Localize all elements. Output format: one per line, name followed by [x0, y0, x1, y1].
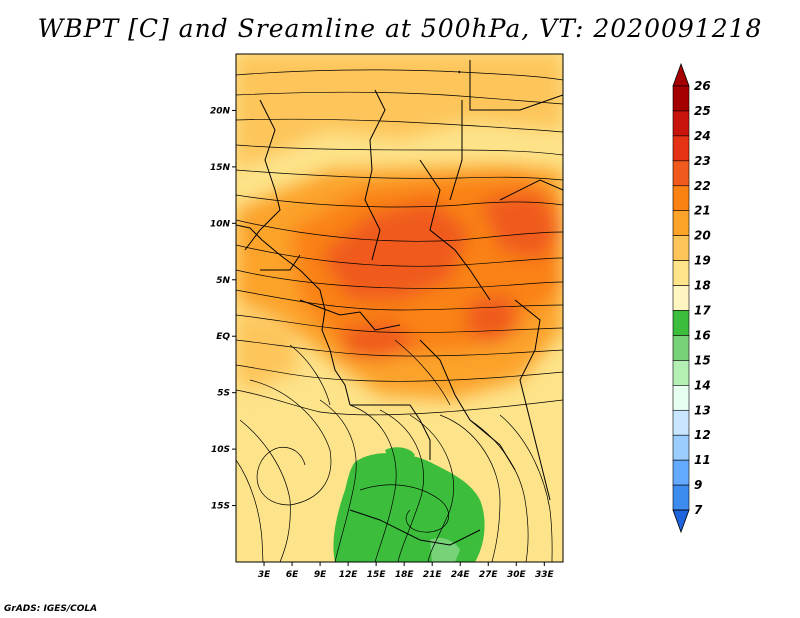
- colorbar-swatch: [672, 484, 690, 511]
- colorbar-label: 18: [694, 279, 711, 293]
- colorbar-label: 19: [694, 254, 711, 268]
- colorbar-label: 17: [694, 304, 711, 318]
- colorbar-swatch: [672, 185, 690, 212]
- colorbar-max-arrow: [672, 62, 690, 87]
- colorbar-min-arrow: [672, 509, 690, 534]
- lat-tick-label: 5N: [216, 276, 230, 286]
- colorbar-label: 15: [694, 353, 711, 367]
- streamlines: [236, 69, 563, 562]
- colorbar-swatch: [672, 434, 690, 461]
- lat-tick-label: 10S: [211, 445, 230, 455]
- colorbar-swatch: [672, 360, 690, 386]
- lat-tick-label: 10N: [210, 219, 231, 229]
- lon-tick-label: 6E: [286, 570, 299, 580]
- colorbar-swatch: [672, 235, 690, 261]
- lon-tick-label: 18E: [395, 570, 415, 580]
- lat-tick-label: 15N: [210, 163, 231, 173]
- map-frame: [235, 53, 564, 563]
- colorbar-label: 20: [694, 229, 711, 243]
- colorbar-swatch: [672, 110, 690, 137]
- colorbar-swatch: [672, 210, 690, 236]
- lon-tick-label: 12E: [339, 570, 359, 580]
- colorbar-swatch: [672, 310, 690, 336]
- colorbar-label: 12: [694, 428, 711, 442]
- colorbar-label: 13: [694, 403, 711, 417]
- longitude-axis: 3E 6E 9E 12E 15E 18E 21E 24E 27E 30E 33E: [258, 562, 555, 580]
- lon-tick-label: 24E: [451, 570, 471, 580]
- colorbar-swatch: [672, 260, 690, 286]
- lat-tick-label: 20N: [210, 106, 231, 116]
- colorbar-swatch: [672, 459, 690, 486]
- colorbar-swatch: [672, 135, 690, 162]
- colorbar-label: 7: [694, 503, 703, 517]
- lon-tick-label: 3E: [258, 570, 271, 580]
- colorbar-swatch: [672, 385, 690, 411]
- colorbar: 26 25 24 23 22 21 20 19 18 17 16 15 14 13 12 11 9 7: [672, 62, 711, 534]
- colorbar-swatch: [672, 160, 690, 187]
- colorbar-swatch: [672, 409, 690, 436]
- colorbar-label: 22: [694, 179, 711, 193]
- colorbar-label: 21: [694, 204, 711, 218]
- lat-tick-label: 5S: [217, 389, 230, 399]
- colorbar-label: 25: [694, 104, 711, 118]
- lon-tick-label: 30E: [507, 570, 527, 580]
- wbpt-shading: [236, 54, 563, 562]
- credit-text: GrADS: IGES/COLA: [4, 604, 98, 614]
- lon-tick-label: 33E: [535, 570, 555, 580]
- colorbar-label: 11: [694, 453, 711, 467]
- colorbar-label: 16: [694, 328, 711, 342]
- colorbar-label: 9: [694, 478, 702, 492]
- colorbar-label: 14: [694, 378, 711, 392]
- colorbar-swatch: [672, 335, 690, 361]
- lon-tick-label: 15E: [367, 570, 387, 580]
- colorbar-swatch: [672, 285, 690, 311]
- lat-tick-label: 15S: [211, 502, 230, 512]
- country-borders: [236, 60, 563, 546]
- lon-tick-label: 21E: [423, 570, 443, 580]
- colorbar-swatch: [672, 85, 690, 112]
- latitude-axis: 20N 15N 10N 5N EQ 5S 10S 15S: [210, 106, 236, 512]
- colorbar-label: 23: [694, 154, 711, 168]
- colorbar-label: 26: [694, 79, 711, 93]
- colorbar-label: 24: [694, 129, 711, 143]
- lat-tick-label: EQ: [216, 332, 230, 342]
- lon-tick-label: 27E: [479, 570, 499, 580]
- lon-tick-label: 9E: [314, 570, 327, 580]
- map-title: WBPT [C] and Sreamline at 500hPa, VT: 20…: [37, 14, 763, 43]
